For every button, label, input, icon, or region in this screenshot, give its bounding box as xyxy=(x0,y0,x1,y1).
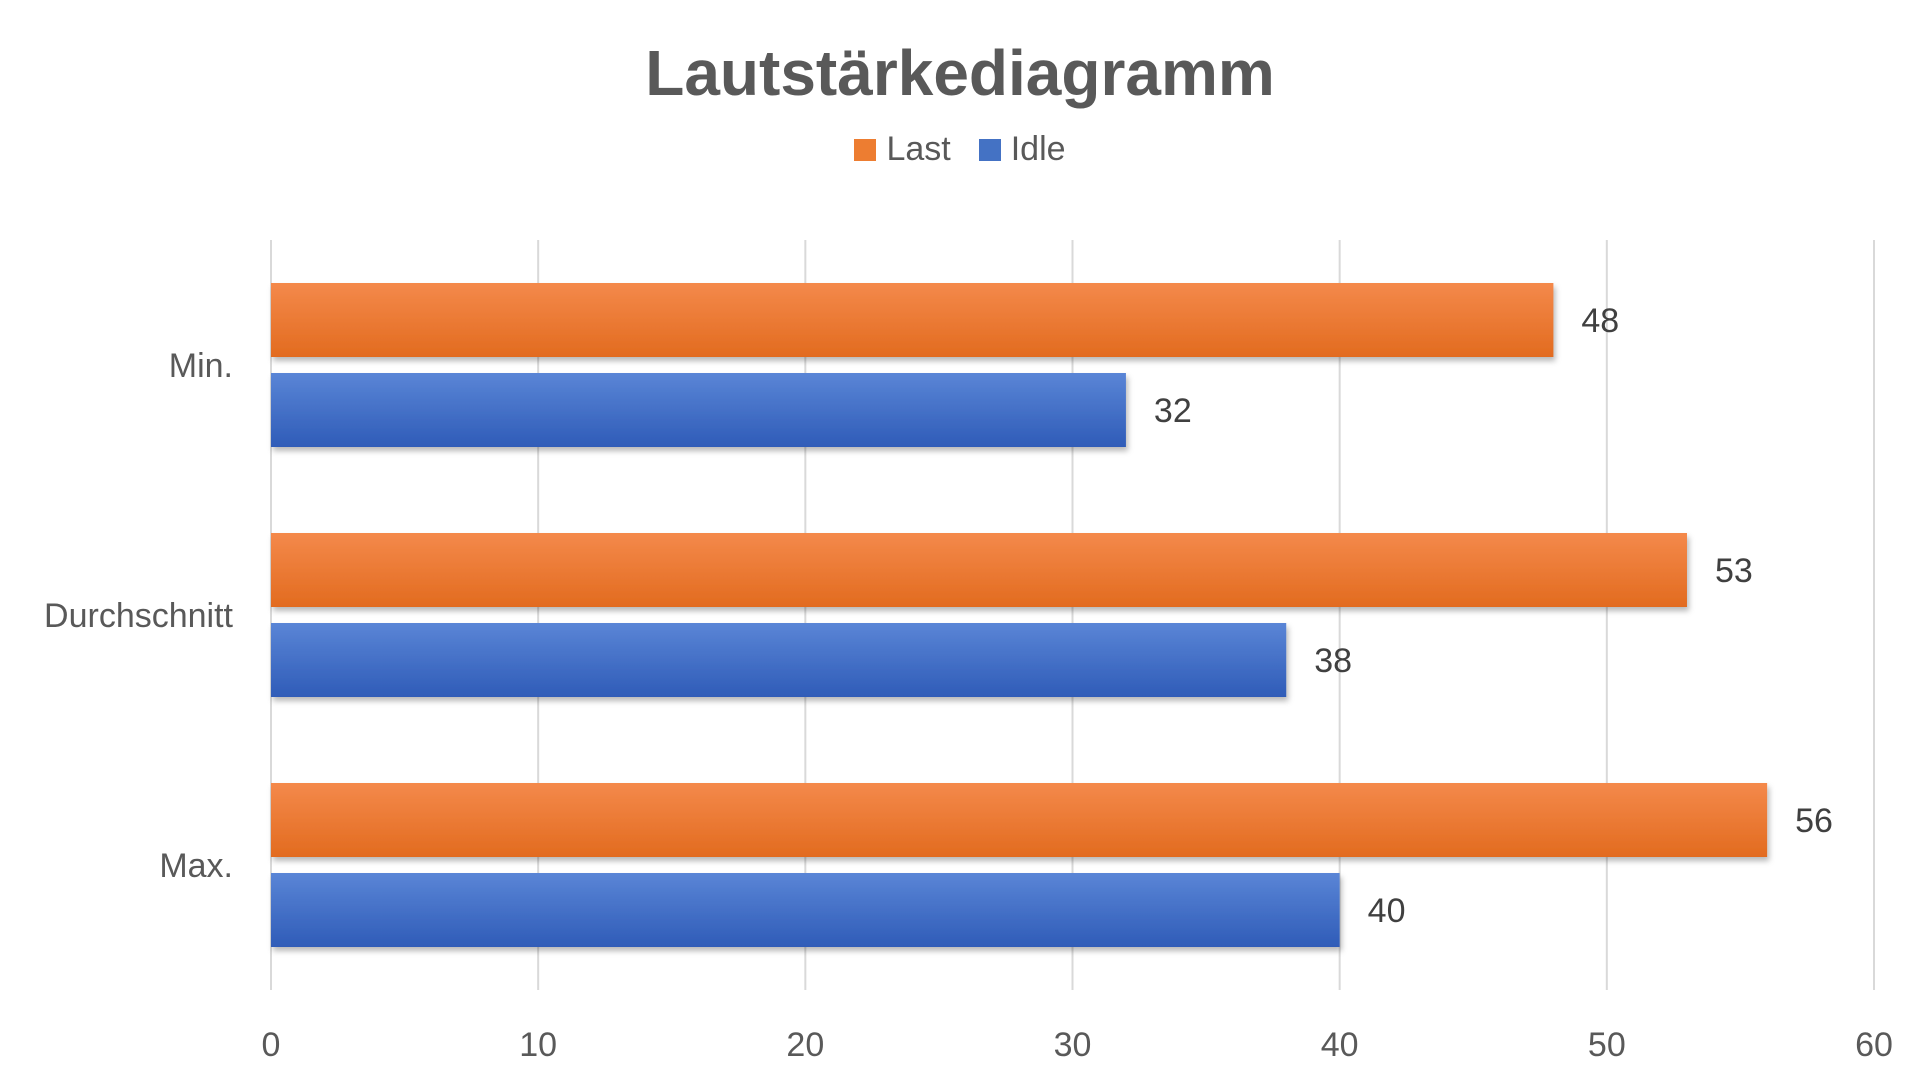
legend-swatch-last xyxy=(854,138,877,161)
x-tick-label: 10 xyxy=(519,1026,557,1064)
legend-swatch-idle xyxy=(978,138,1001,161)
x-tick-label: 30 xyxy=(1054,1026,1092,1064)
data-label: 40 xyxy=(1368,892,1406,930)
bar-last xyxy=(271,533,1687,607)
x-tick-label: 60 xyxy=(1855,1026,1893,1064)
x-tick-label: 40 xyxy=(1321,1026,1359,1064)
bar-last xyxy=(271,783,1768,857)
bar-idle xyxy=(271,373,1126,447)
legend-item-last: Last xyxy=(854,130,951,169)
bar-last xyxy=(271,283,1554,357)
chart-title: Lautstärkediagramm xyxy=(645,37,1275,109)
data-label: 53 xyxy=(1715,552,1753,590)
legend-item-idle: Idle xyxy=(978,130,1066,169)
data-label: 48 xyxy=(1581,302,1619,340)
y-category-label: Max. xyxy=(159,847,233,885)
data-label: 38 xyxy=(1314,642,1352,680)
legend-label-last: Last xyxy=(886,130,951,168)
bar-idle xyxy=(271,873,1340,947)
x-tick-label: 0 xyxy=(262,1026,281,1064)
x-tick-label: 50 xyxy=(1588,1026,1626,1064)
y-category-label: Min. xyxy=(169,347,233,385)
legend-label-idle: Idle xyxy=(1010,130,1066,168)
y-category-label: Durchschnitt xyxy=(44,597,234,635)
data-label: 56 xyxy=(1795,802,1833,840)
data-label: 32 xyxy=(1154,392,1192,430)
legend: Last Idle xyxy=(0,130,1920,169)
x-tick-label: 20 xyxy=(786,1026,824,1064)
bar-idle xyxy=(271,623,1287,697)
